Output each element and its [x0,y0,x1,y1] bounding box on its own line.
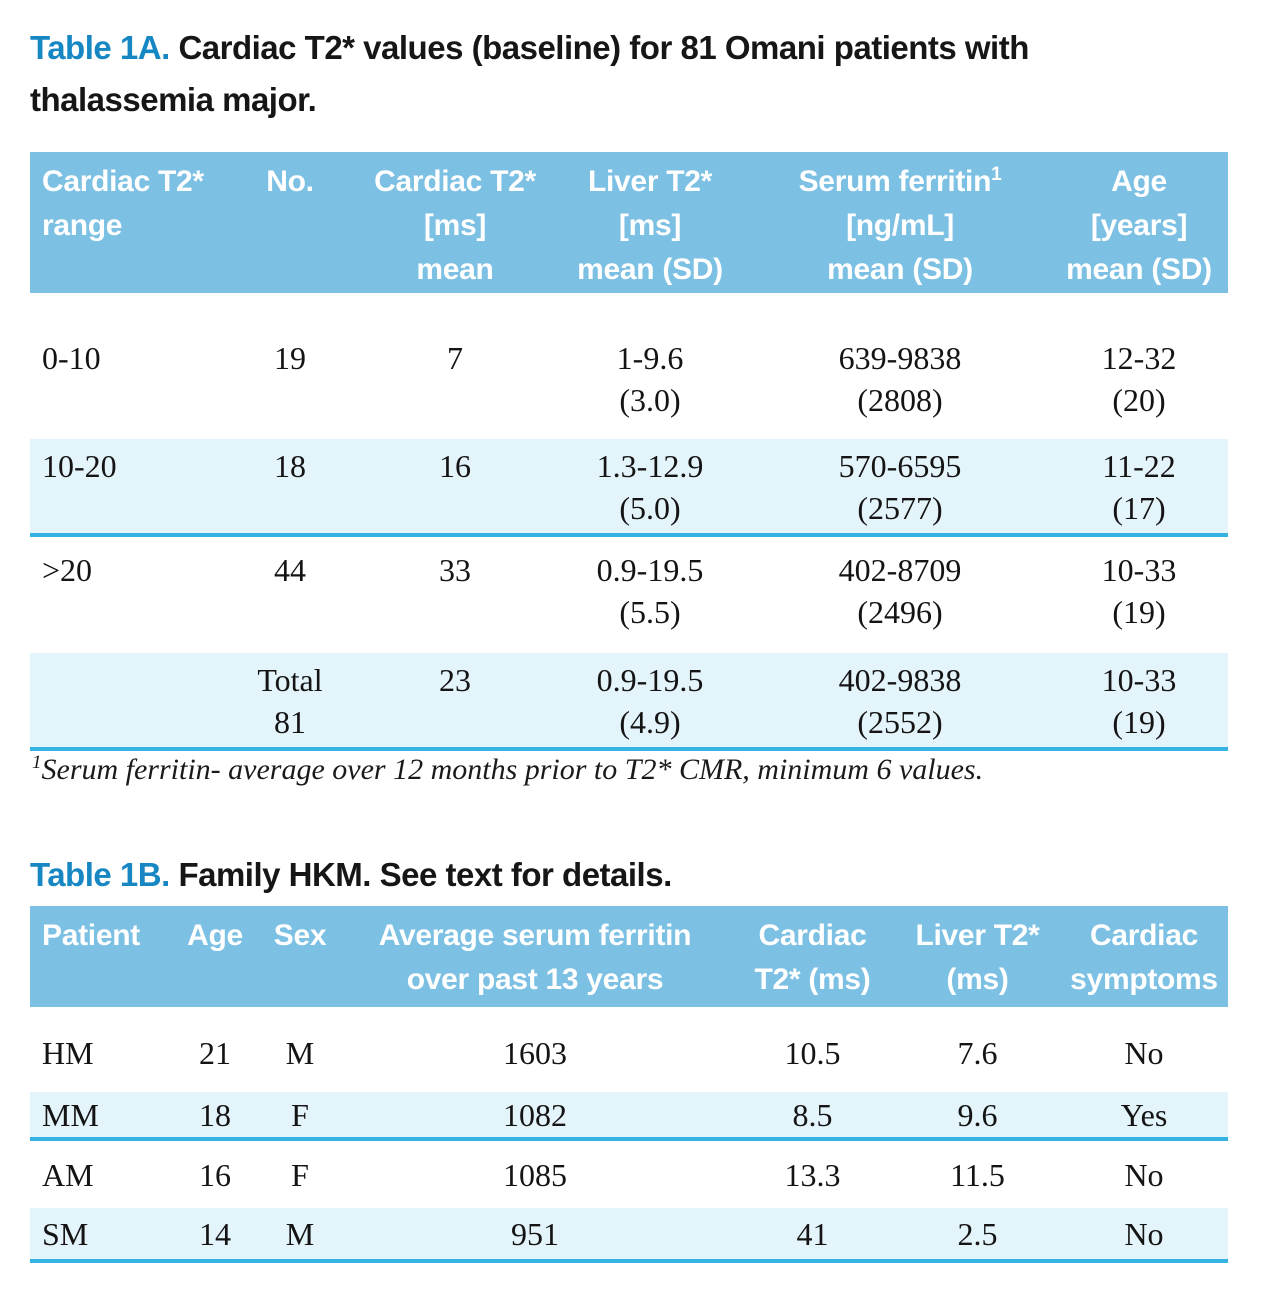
cell-ferritin: 402-9838 (2552) [750,653,1050,751]
cell-range: 0-10 [42,340,101,376]
table-1a-caption-label: Table 1A. [30,29,170,66]
table-1a: Cardiac T2* range No. Cardiac T2* [ms] m… [30,152,1228,751]
cell-sex: F [291,1157,309,1193]
cell-cardiac-t2: 10.5 [784,1035,841,1071]
table-1b-caption-text: Family HKM. See text for details. [178,856,672,893]
table-row-patient-sm: SM 14 M 951 41 2.5 No [30,1208,1228,1263]
cell-symptoms: No [1124,1157,1164,1193]
cell-sex: M [285,1035,315,1071]
header-cardiac-t2: Cardiac T2* (ms) [730,906,895,1007]
cell-cardiac-mean: 16 [360,439,550,537]
footnote-marker: 1 [991,164,1002,185]
cell-symptoms: Yes [1060,1092,1228,1141]
cell-cardiac-t2: 41 [730,1208,895,1263]
table-1a-caption-text: Cardiac T2* values (baseline) for 81 Oma… [30,29,1029,118]
cell-age: 11-22 (17) [1050,439,1228,537]
table-1a-footnote: 1Serum ferritin- average over 12 months … [32,753,1222,787]
table-1a-header-row: Cardiac T2* range No. Cardiac T2* [ms] m… [30,152,1228,293]
cell-ferritin: 1603 [503,1035,567,1071]
cell-age: 16 [199,1157,231,1193]
cell-no: 44 [274,552,306,588]
table-1a-caption: Table 1A. Cardiac T2* values (baseline) … [30,22,1150,126]
cell-cardiac-t2: 13.3 [784,1157,841,1193]
cell-liver: 0.9-19.5 (5.5) [596,552,704,630]
table-1b-header-row: Patient Age Sex Average serum ferritin o… [30,906,1228,1007]
cell-range: >20 [42,552,93,588]
cell-age: 10-33 (19) [1050,653,1228,751]
table-row-10-20: 10-20 18 16 1.3-12.9 (5.0) 570-6595 (2577)… [30,439,1228,537]
table-1b: Patient Age Sex Average serum ferritin o… [30,906,1228,1263]
cell-cardiac-mean: 33 [439,552,471,588]
cell-age: 18 [170,1092,260,1141]
cell-no: 18 [220,439,360,537]
cell-ferritin: 951 [340,1208,730,1263]
header-no: No. [220,152,360,293]
header-patient: Patient [30,906,170,1007]
header-avg-serum-ferritin: Average serum ferritin over past 13 year… [340,906,730,1007]
cell-age: 12-32 (20) [1101,340,1177,418]
cell-liver-t2: 9.6 [895,1092,1060,1141]
table-row-patient-mm: MM 18 F 1082 8.5 9.6 Yes [30,1092,1228,1141]
cell-ferritin: 570-6595 (2577) [750,439,1050,537]
table-1b-caption-label: Table 1B. [30,856,170,893]
cell-age: 21 [199,1035,231,1071]
cell-cardiac-mean: 7 [447,340,463,376]
cell-liver: 1.3-12.9 (5.0) [550,439,750,537]
cell-cardiac-t2: 8.5 [730,1092,895,1141]
cell-sex: M [260,1208,340,1263]
table-1b-caption: Table 1B. Family HKM. See text for detai… [30,849,1150,901]
header-serum-ferritin: Serum ferritin1 [ng/mL] mean (SD) [750,152,1050,293]
header-cardiac-t2-range: Cardiac T2* range [30,152,220,293]
cell-no: 19 [274,340,306,376]
cell-symptoms: No [1060,1208,1228,1263]
header-liver-t2: Liver T2* [ms] mean (SD) [550,152,750,293]
cell-range: 10-20 [30,439,220,537]
cell-range [30,653,220,751]
cell-liver-t2: 2.5 [895,1208,1060,1263]
cell-sex: F [260,1092,340,1141]
table-row-patient-hm: HM 21 M 1603 10.5 7.6 No [30,1007,1228,1092]
cell-liver-t2: 7.6 [957,1035,998,1071]
cell-liver-t2: 11.5 [950,1157,1005,1193]
cell-patient: AM [42,1157,94,1193]
cell-no: Total 81 [220,653,360,751]
header-cardiac-symptoms: Cardiac symptoms [1060,906,1228,1007]
cell-ferritin: 402-8709 (2496) [838,552,962,630]
table-row-patient-am: AM 16 F 1085 13.3 11.5 No [30,1139,1228,1208]
cell-cardiac-mean: 23 [360,653,550,751]
cell-ferritin: 1085 [503,1157,567,1193]
footnote-text: Serum ferritin- average over 12 months p… [41,753,984,786]
cell-liver: 1-9.6 (3.0) [616,340,684,418]
cell-age: 14 [170,1208,260,1263]
cell-age: 10-33 (19) [1101,552,1177,630]
header-age: Age [170,906,260,1007]
header-age: Age [years] mean (SD) [1050,152,1228,293]
cell-patient: MM [30,1092,170,1141]
table-row-total: Total 81 23 0.9-19.5 (4.9) 402-9838 (2552) … [30,653,1228,751]
table-row-0-10: 0-10 19 7 1-9.6 (3.0) 639-9838 (2808) 12-3… [30,293,1228,439]
cell-ferritin: 1082 [340,1092,730,1141]
cell-ferritin: 639-9838 (2808) [838,340,962,418]
cell-patient: SM [30,1208,170,1263]
header-cardiac-t2-mean: Cardiac T2* [ms] mean [360,152,550,293]
header-liver-t2: Liver T2* (ms) [895,906,1060,1007]
table-1b-header: Patient Age Sex Average serum ferritin o… [30,906,1228,1007]
cell-symptoms: No [1124,1035,1164,1071]
table-row-gt20: >20 44 33 0.9-19.5 (5.5) 402-8709 (2496) 1… [30,535,1228,653]
table-1a-header: Cardiac T2* range No. Cardiac T2* [ms] m… [30,152,1228,293]
footnote-marker: 1 [32,752,42,773]
cell-liver: 0.9-19.5 (4.9) [550,653,750,751]
header-sex: Sex [260,906,340,1007]
cell-patient: HM [42,1035,94,1071]
